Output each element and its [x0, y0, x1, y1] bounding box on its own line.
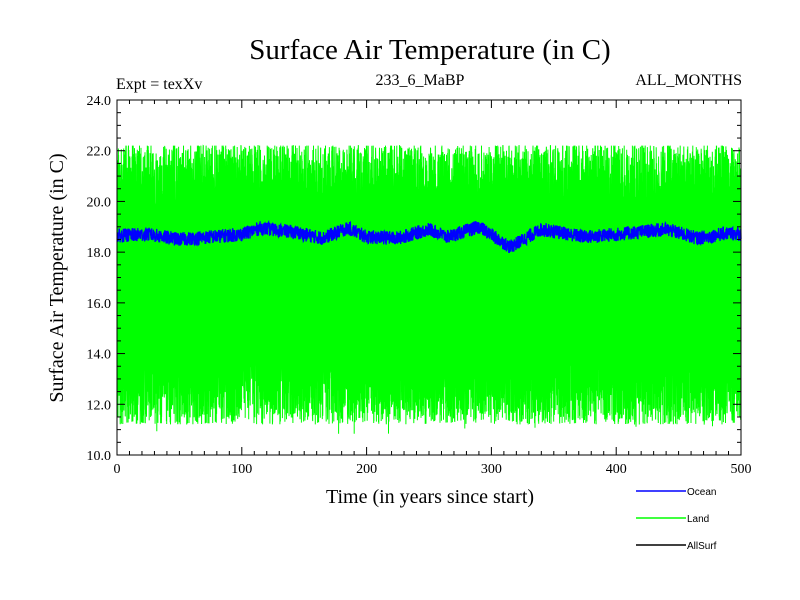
legend-label-allsurf: AllSurf [687, 541, 717, 552]
y-tick-label: 18.0 [87, 246, 112, 261]
y-axis-label: Surface Air Temperature (in C) [46, 153, 68, 402]
x-tick-label: 200 [356, 462, 377, 477]
y-tick-label: 20.0 [87, 195, 112, 210]
plot-data-layer [116, 144, 742, 434]
y-tick-label: 22.0 [87, 145, 112, 160]
ocean-series-line [116, 219, 742, 254]
legend-label-land: Land [687, 514, 709, 525]
chart-subtitle-left: Expt = texXv [116, 76, 202, 93]
axes: 0 100 200 300 400 500 10.0 12.0 14.0 16.0 18.0 20.0… [87, 94, 752, 477]
x-axis-label: Time (in years since start) [326, 486, 534, 508]
legend-label-ocean: Ocean [687, 487, 716, 498]
land-series-line [116, 144, 742, 434]
x-tick-label: 100 [231, 462, 252, 477]
y-tick-label: 24.0 [87, 94, 112, 109]
x-tick-label: 500 [731, 462, 752, 477]
x-tick-label: 0 [114, 462, 121, 477]
x-tick-label: 400 [606, 462, 627, 477]
legend: Ocean Land AllSurf [636, 487, 717, 552]
chart-subtitle-right: ALL_MONTHS [635, 72, 742, 89]
chart-title: Surface Air Temperature (in C) [249, 34, 610, 66]
y-tick-label: 16.0 [87, 297, 112, 312]
x-tick-label: 300 [481, 462, 502, 477]
y-tick-label: 14.0 [87, 348, 112, 363]
chart-subtitle-center: 233_6_MaBP [376, 72, 465, 89]
y-tick-label: 12.0 [87, 398, 112, 413]
y-tick-label: 10.0 [87, 449, 112, 464]
